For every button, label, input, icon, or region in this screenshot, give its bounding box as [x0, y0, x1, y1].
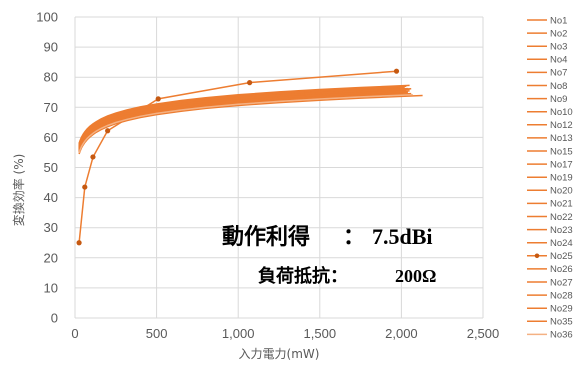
- y-tick-label: 90: [44, 40, 58, 55]
- legend-label: No2: [550, 28, 567, 39]
- legend-label: No24: [550, 238, 573, 249]
- legend-label: No35: [550, 317, 573, 328]
- data-point-no25: [90, 154, 96, 160]
- annotation-load-value: 200Ω: [395, 266, 436, 286]
- legend-label: No25: [550, 251, 573, 262]
- y-tick-label: 40: [44, 190, 58, 205]
- legend-label: No9: [550, 94, 567, 105]
- legend-label: No21: [550, 199, 573, 210]
- series-line-no36: [78, 93, 413, 154]
- x-axis-title: 入力電力(mW): [239, 347, 320, 361]
- x-tick-label: 1,500: [304, 326, 337, 341]
- legend-label: No4: [550, 55, 567, 66]
- annotation-gain-label: 動作利得: [222, 224, 310, 250]
- annotation-load-label: 負荷抵抗：: [258, 265, 348, 287]
- y-tick-label: 0: [51, 311, 58, 326]
- annotation-gain-value: 7.5dBi: [372, 224, 433, 249]
- y-tick-label: 100: [36, 10, 58, 25]
- annotation: 動作利得 ： 7.5dBi 負荷抵抗： 200Ω: [222, 224, 436, 287]
- legend-label: No19: [550, 173, 573, 184]
- legend-label: No7: [550, 68, 567, 79]
- legend-label: No20: [550, 186, 573, 197]
- data-point-no25: [393, 68, 400, 74]
- plot-area: [76, 68, 423, 246]
- legend-label: No1: [550, 15, 567, 26]
- x-tick-label: 2,000: [385, 326, 418, 341]
- data-point-no25: [82, 184, 88, 190]
- data-point-no25: [105, 128, 111, 134]
- legend-label: No22: [550, 212, 573, 223]
- x-tick-label: 0: [71, 326, 78, 341]
- grid-lines: [74, 16, 484, 319]
- series-line-no22: [78, 93, 407, 153]
- series-line-no35: [78, 90, 405, 150]
- legend-label: No27: [550, 277, 573, 288]
- y-tick-label: 30: [44, 220, 58, 235]
- series-line-no28: [78, 91, 408, 151]
- y-tick-label: 50: [44, 160, 58, 175]
- legend: No1 No2 No3 No4 No7 No8 No9 No10 No12 No13 No15 No1…: [527, 15, 573, 341]
- series-line-no24: [78, 86, 405, 146]
- legend-label: No15: [550, 146, 573, 157]
- legend-label: No13: [550, 133, 573, 144]
- legend-label: No23: [550, 225, 573, 236]
- y-tick-label: 60: [44, 130, 58, 145]
- legend-label: No28: [550, 290, 573, 301]
- legend-label: No10: [550, 107, 573, 118]
- x-tick-label: 500: [146, 326, 168, 341]
- series-line-no26: [78, 94, 423, 155]
- x-tick-label: 2,500: [467, 326, 500, 341]
- series-line-no10: [78, 92, 412, 152]
- y-axis-ticks: 0 10 20 30 40 50 60 70 80 90 100: [36, 10, 58, 326]
- y-tick-label: 80: [44, 70, 58, 85]
- data-point-no25: [155, 96, 161, 102]
- legend-label: No17: [550, 159, 573, 170]
- y-axis-title: 変換効率 (%): [11, 154, 26, 227]
- legend-label: No3: [550, 42, 567, 53]
- annotation-gain-separator: ：: [343, 225, 365, 250]
- x-axis-ticks: 0 500 1,000 1,500 2,000 2,500: [71, 326, 499, 341]
- legend-label: No29: [550, 304, 573, 315]
- y-tick-label: 10: [44, 280, 58, 295]
- y-tick-label: 70: [44, 100, 58, 115]
- legend-label: No26: [550, 264, 573, 275]
- legend-label: No12: [550, 120, 573, 131]
- legend-label: No36: [550, 330, 573, 341]
- legend-marker: [534, 253, 540, 259]
- legend-label: No8: [550, 81, 567, 92]
- x-tick-label: 1,000: [222, 326, 255, 341]
- data-point-no25: [247, 80, 253, 86]
- series-line-no29: [78, 88, 412, 148]
- data-point-no25: [76, 240, 82, 246]
- y-tick-label: 20: [44, 250, 58, 265]
